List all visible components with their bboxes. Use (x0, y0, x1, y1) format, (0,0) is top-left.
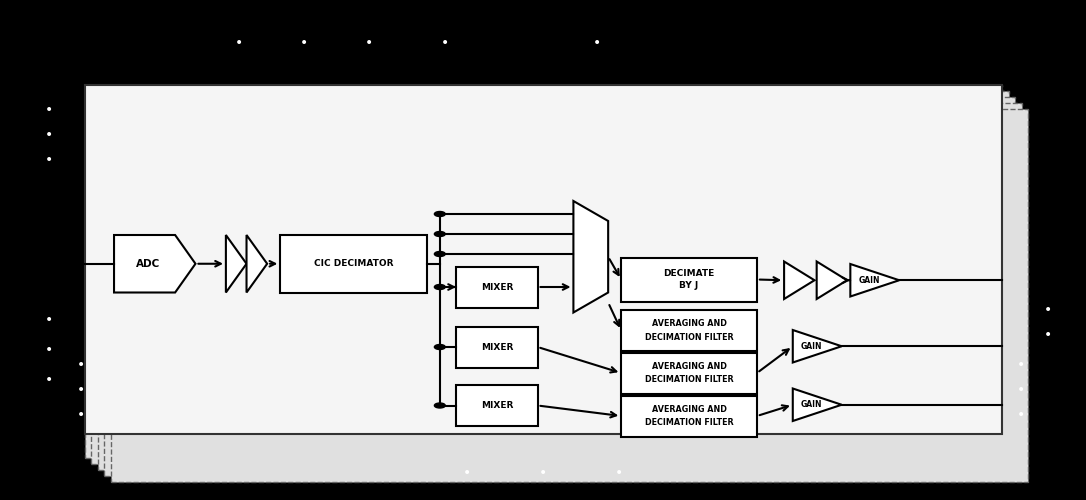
Text: •: • (1016, 383, 1025, 397)
Polygon shape (573, 201, 608, 312)
FancyBboxPatch shape (621, 352, 757, 394)
Circle shape (434, 284, 445, 290)
Text: MIXER: MIXER (481, 342, 513, 351)
Text: BY J: BY J (680, 282, 698, 290)
Text: •: • (45, 153, 53, 167)
Text: DECIMATION FILTER: DECIMATION FILTER (645, 375, 733, 384)
Text: •: • (441, 36, 450, 50)
Text: DECIMATION FILTER: DECIMATION FILTER (645, 418, 733, 427)
FancyBboxPatch shape (621, 396, 757, 436)
Polygon shape (247, 235, 267, 292)
FancyBboxPatch shape (91, 91, 1009, 464)
Circle shape (434, 344, 445, 350)
Text: •: • (615, 466, 623, 479)
Text: •: • (77, 358, 86, 372)
Text: ADC: ADC (136, 259, 161, 269)
Text: DECIMATION FILTER: DECIMATION FILTER (645, 332, 733, 342)
Text: GAIN: GAIN (800, 342, 822, 351)
Text: AVERAGING AND: AVERAGING AND (652, 362, 727, 371)
Text: •: • (235, 36, 243, 50)
Text: •: • (593, 36, 602, 50)
Text: •: • (45, 343, 53, 357)
Text: •: • (77, 383, 86, 397)
Circle shape (434, 232, 445, 236)
Polygon shape (793, 388, 842, 421)
FancyBboxPatch shape (111, 109, 1028, 482)
Text: AVERAGING AND: AVERAGING AND (652, 320, 727, 328)
FancyBboxPatch shape (98, 97, 1015, 469)
FancyBboxPatch shape (85, 85, 1002, 458)
FancyBboxPatch shape (621, 310, 757, 351)
FancyBboxPatch shape (621, 258, 757, 302)
Polygon shape (114, 235, 195, 292)
FancyBboxPatch shape (456, 266, 538, 308)
FancyBboxPatch shape (85, 85, 1002, 434)
Text: GAIN: GAIN (858, 276, 880, 285)
FancyBboxPatch shape (104, 103, 1022, 476)
Circle shape (434, 403, 445, 408)
Text: •: • (45, 313, 53, 327)
Circle shape (434, 252, 445, 256)
FancyBboxPatch shape (456, 326, 538, 368)
Text: GAIN: GAIN (800, 400, 822, 409)
Text: •: • (1044, 303, 1052, 317)
Text: •: • (45, 103, 53, 117)
Circle shape (434, 212, 445, 216)
Text: •: • (300, 36, 308, 50)
Text: •: • (1016, 358, 1025, 372)
Text: •: • (539, 466, 547, 479)
FancyBboxPatch shape (456, 385, 538, 426)
Polygon shape (784, 262, 814, 299)
Polygon shape (226, 235, 247, 292)
Text: MIXER: MIXER (481, 401, 513, 410)
Text: DECIMATE: DECIMATE (664, 269, 715, 278)
Text: •: • (463, 466, 471, 479)
Polygon shape (817, 262, 847, 299)
Text: •: • (1016, 408, 1025, 422)
Text: •: • (1044, 328, 1052, 342)
FancyBboxPatch shape (280, 235, 427, 292)
Text: CIC DECIMATOR: CIC DECIMATOR (314, 259, 393, 268)
Text: AVERAGING AND: AVERAGING AND (652, 405, 727, 414)
Text: •: • (365, 36, 374, 50)
Polygon shape (793, 330, 842, 362)
Text: MIXER: MIXER (481, 282, 513, 292)
Text: •: • (45, 373, 53, 387)
Text: •: • (45, 128, 53, 142)
Text: •: • (77, 408, 86, 422)
Polygon shape (850, 264, 899, 296)
